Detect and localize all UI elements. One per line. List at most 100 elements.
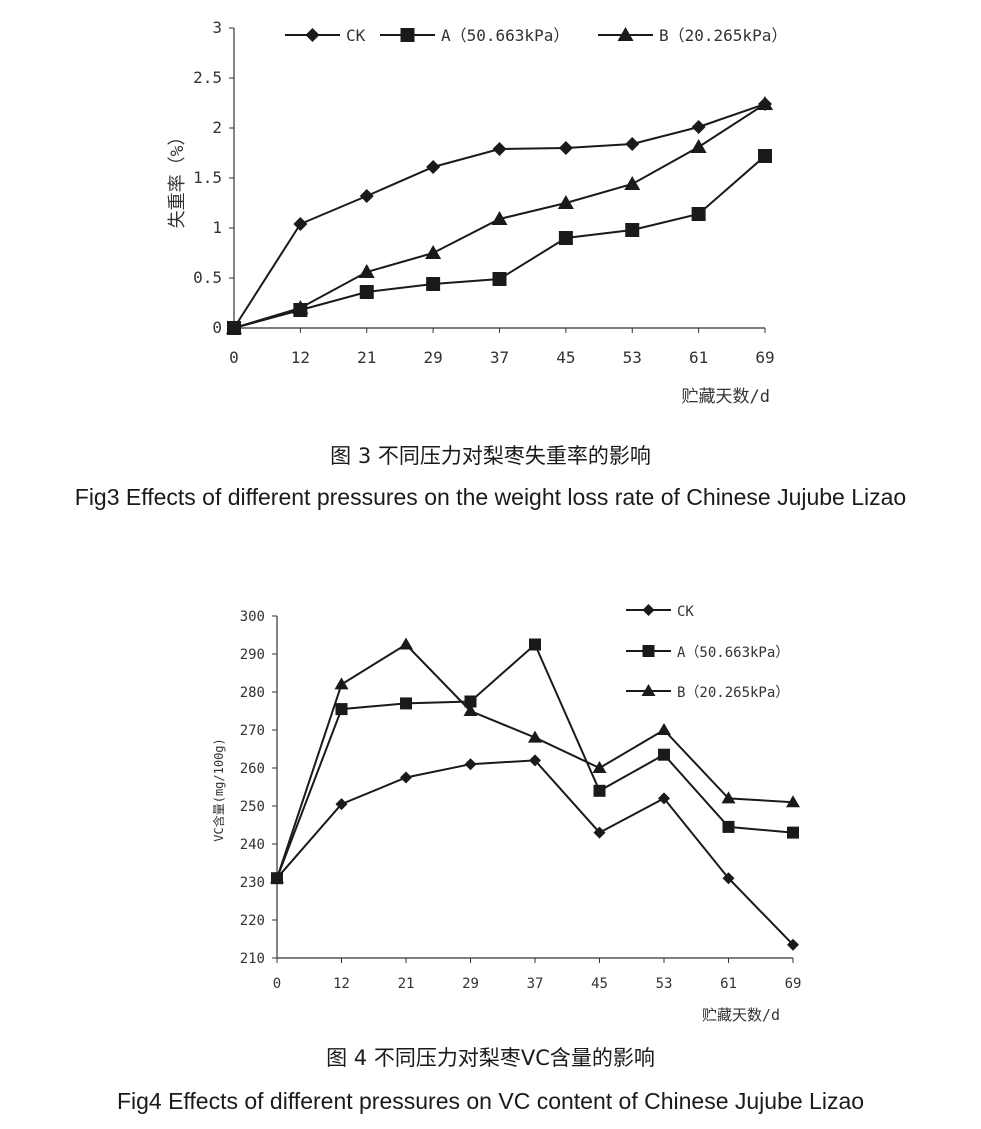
x-tick-label: 21: [398, 976, 415, 992]
diamond-marker: [492, 142, 507, 156]
y-tick-label: 210: [240, 951, 265, 967]
legend: CK A（50.663kPa） B（20.265kPa）: [626, 604, 789, 701]
y-tick-label: 0.5: [193, 268, 222, 287]
series-square: [227, 149, 772, 335]
legend-label: B（20.265kPa）: [677, 685, 789, 701]
diamond-marker: [335, 798, 348, 811]
diamond-marker: [293, 217, 308, 231]
square-marker: [464, 695, 477, 708]
square-marker: [758, 149, 772, 163]
y-tick-label: 300: [240, 609, 265, 625]
diamond-marker: [787, 938, 799, 951]
triangle-marker: [557, 195, 574, 209]
triangle-marker: [690, 139, 707, 153]
diamond-marker: [625, 137, 640, 151]
x-tick-label: 0: [273, 976, 281, 992]
legend-label: A（50.663kPa）: [677, 645, 789, 661]
diamond-marker: [642, 604, 655, 616]
y-tick-label: 2: [212, 118, 222, 137]
vc-content-chart: 210 220 230 240 250 260 270 280 290 300 0 12 21 29 37 4…: [211, 604, 801, 1024]
series-diamond: [271, 754, 799, 951]
x-tick-label: 12: [333, 976, 350, 992]
triangle-marker: [657, 723, 671, 735]
triangle-marker: [624, 176, 641, 190]
square-marker: [529, 638, 541, 651]
x-tick-label: 21: [357, 348, 376, 367]
triangle-marker: [641, 684, 656, 696]
figure4-caption-en: Fig4 Effects of different pressures on V…: [116, 1088, 865, 1114]
x-tick-label: 45: [556, 348, 575, 367]
triangle-marker: [786, 795, 800, 808]
square-marker: [625, 223, 640, 237]
triangle-marker: [721, 791, 736, 804]
square-marker: [400, 28, 415, 42]
square-marker: [492, 272, 507, 286]
diamond-marker: [658, 792, 670, 805]
y-tick-label: 230: [240, 875, 265, 891]
x-tick-label: 45: [591, 976, 608, 992]
y-tick-label: 0: [212, 318, 222, 337]
weight-loss-chart: 0 0.5 1 1.5 2 2.5 3 0 12 21 29 37 45 53 61 69 贮藏天数/d 失重率（…: [167, 18, 787, 407]
x-tick-label: 29: [462, 976, 479, 992]
y-tick-label: 250: [240, 799, 265, 815]
diamond-marker: [400, 771, 412, 784]
diamond-marker: [359, 189, 374, 203]
x-tick-label: 12: [291, 348, 310, 367]
legend-label: A（50.663kPa）: [441, 26, 569, 45]
y-tick-label: 220: [240, 913, 265, 929]
x-tick-label: 37: [527, 976, 544, 992]
series-line: [276, 759, 794, 946]
triangle-marker: [270, 871, 284, 884]
triangle-marker: [226, 320, 242, 334]
figure3-caption-cn: 图 3 不同压力对梨枣失重率的影响: [330, 444, 651, 468]
y-tick-label: 280: [240, 685, 265, 701]
legend-label: CK: [346, 26, 366, 45]
x-axis-label: 贮藏天数/d: [702, 1006, 780, 1024]
series-triangle: [226, 96, 773, 334]
square-marker: [400, 697, 412, 710]
square-marker: [593, 784, 606, 797]
diamond-marker: [722, 872, 735, 885]
y-tick-label: 240: [240, 837, 265, 853]
triangle-marker: [528, 730, 542, 743]
square-marker: [558, 231, 573, 245]
diamond-marker: [593, 826, 606, 839]
square-marker: [359, 285, 374, 299]
square-marker: [722, 820, 735, 833]
square-marker: [335, 703, 348, 716]
diamond-marker: [305, 28, 320, 42]
x-axis-label: 贮藏天数/d: [682, 387, 770, 407]
triangle-marker: [463, 704, 478, 716]
series-line: [233, 155, 766, 329]
diamond-marker: [426, 160, 441, 174]
diamond-marker: [558, 141, 573, 155]
x-tick-label: 61: [720, 976, 737, 992]
legend-label: CK: [677, 604, 694, 620]
triangle-marker: [757, 96, 773, 110]
series-diamond: [227, 97, 772, 335]
y-axis-label: 失重率（%）: [167, 128, 188, 229]
y-tick-label: 1: [212, 218, 222, 237]
diamond-marker: [464, 758, 477, 771]
y-tick-label: 260: [240, 761, 265, 777]
triangle-marker: [358, 264, 375, 278]
triangle-marker: [425, 245, 442, 259]
x-tick-label: 0: [229, 348, 239, 367]
triangle-marker: [617, 27, 634, 41]
square-marker: [642, 645, 655, 657]
y-tick-label: 270: [240, 723, 265, 739]
triangle-marker: [592, 761, 607, 773]
square-marker: [787, 826, 799, 839]
y-axis-label: VC含量(mg/100g): [211, 738, 226, 841]
square-marker: [691, 207, 706, 221]
square-marker: [426, 277, 441, 291]
x-tick-label: 53: [623, 348, 642, 367]
series-triangle: [270, 637, 800, 884]
y-tick-label: 1.5: [193, 168, 222, 187]
triangle-marker: [399, 637, 413, 650]
figure4-caption-cn: 图 4 不同压力对梨枣VC含量的影响: [326, 1046, 655, 1070]
y-tick-label: 3: [212, 18, 222, 37]
square-marker: [658, 748, 670, 761]
legend-label: B（20.265kPa）: [659, 26, 787, 45]
figure3-caption-en: Fig3 Effects of different pressures on t…: [74, 484, 907, 510]
